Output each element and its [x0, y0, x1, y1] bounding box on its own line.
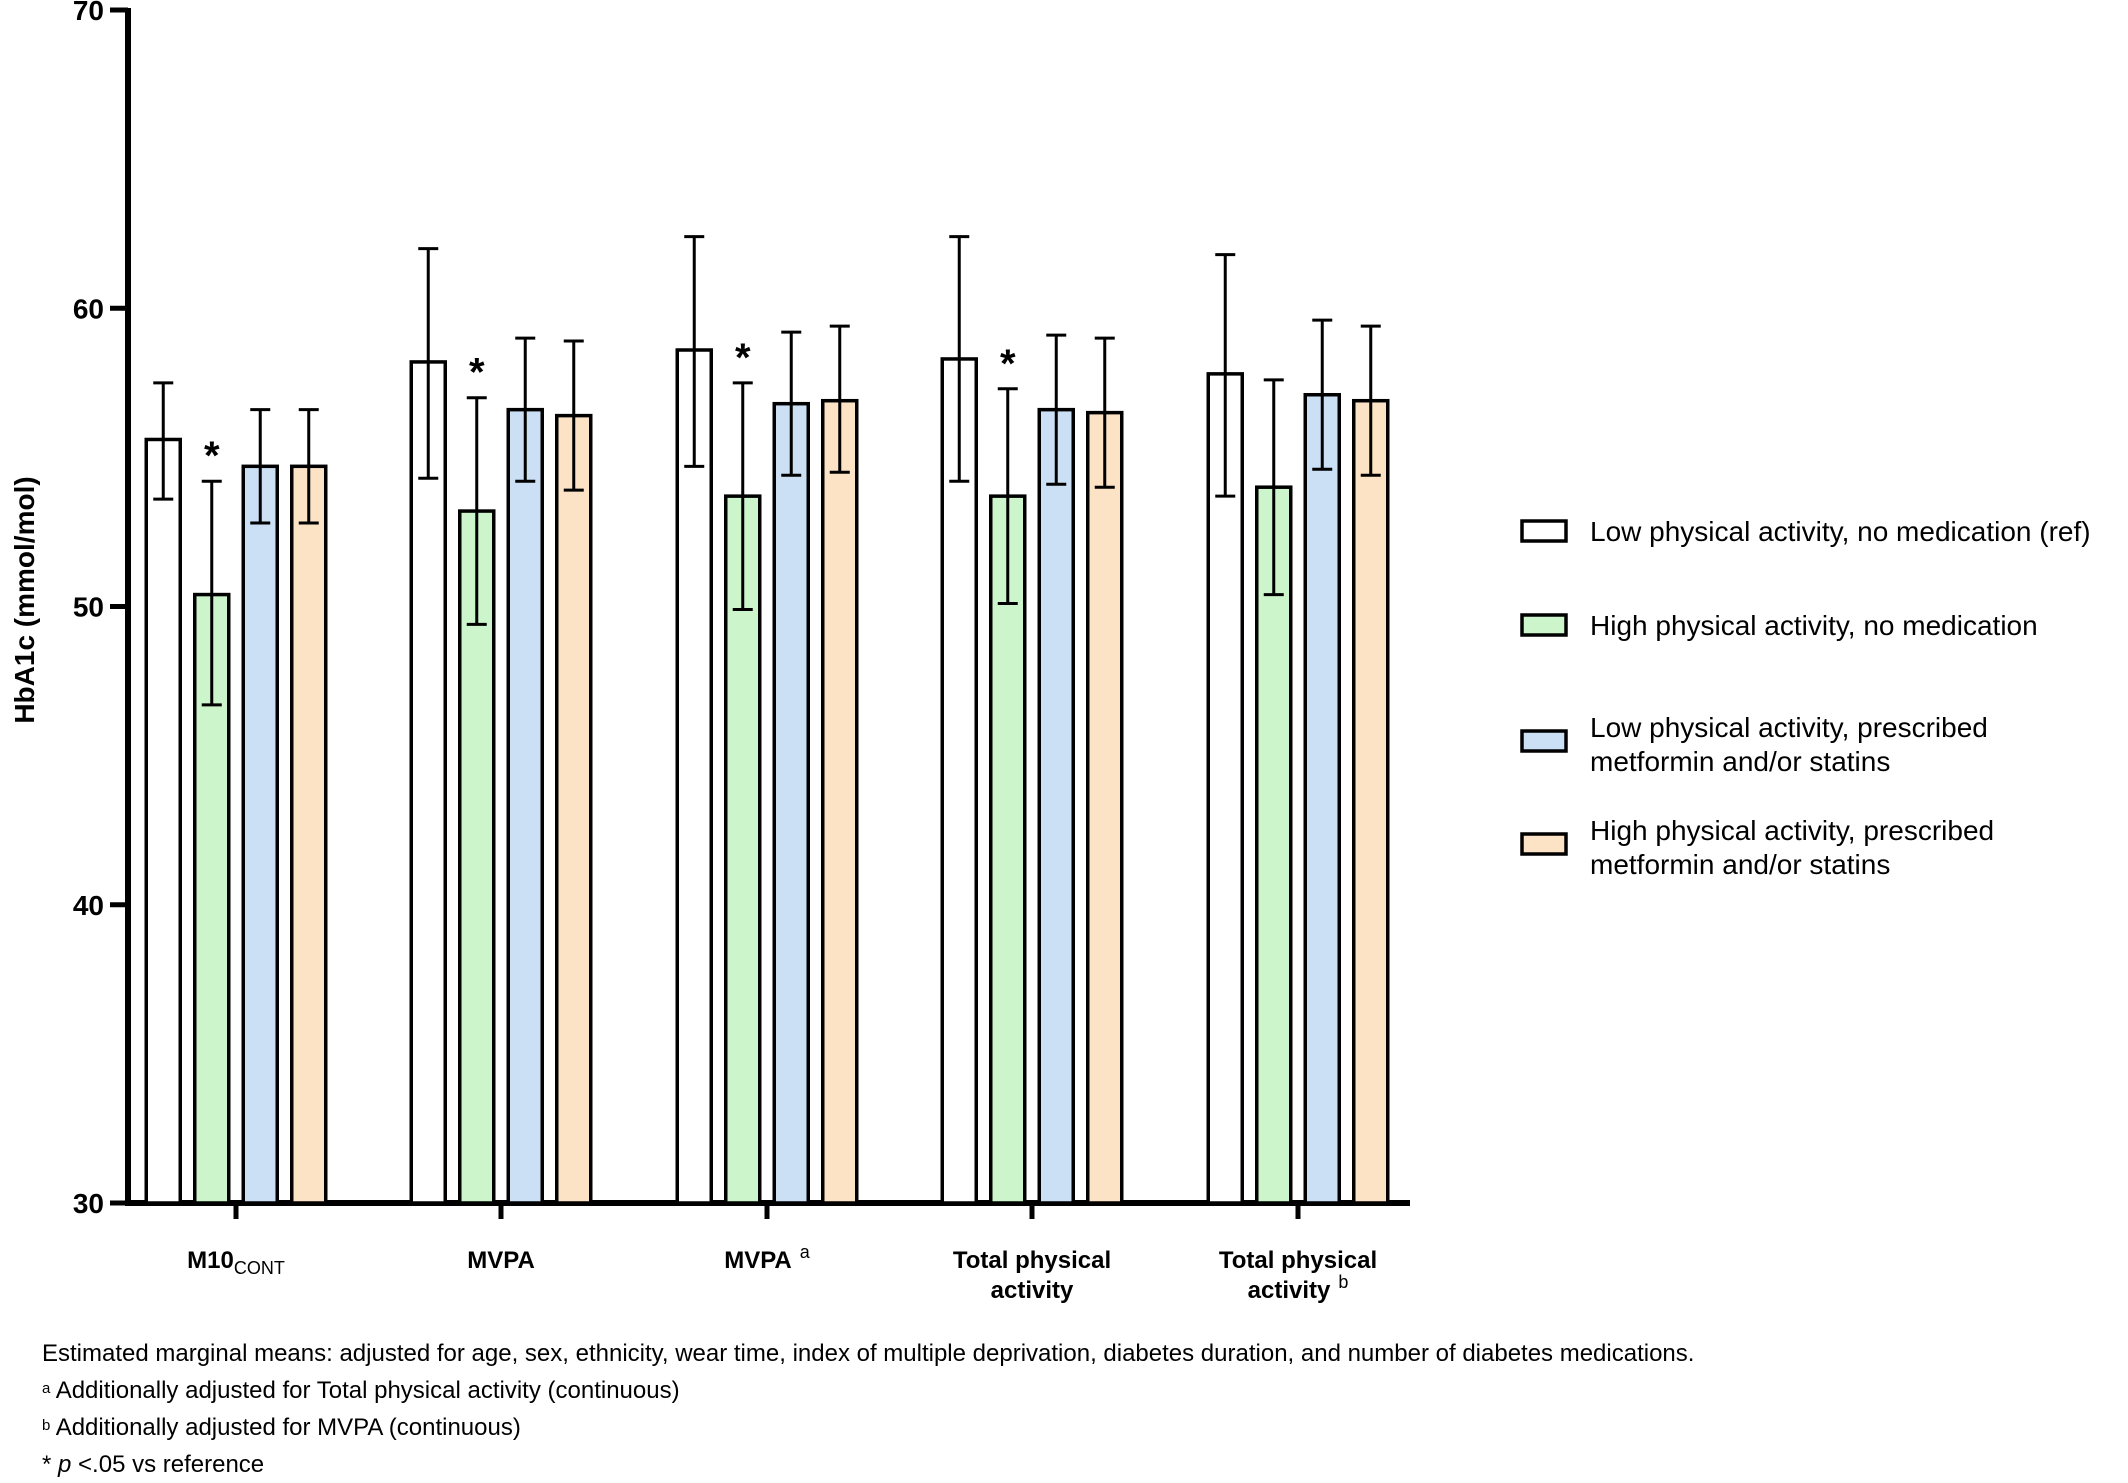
legend-label: High physical activity, prescribed metfor… [1590, 815, 1994, 880]
x-category-label: Total physical activity b [1219, 1247, 1377, 1304]
bar [821, 398, 859, 1205]
bar [1086, 410, 1124, 1205]
bar [458, 509, 496, 1205]
legend-swatch [1520, 832, 1568, 856]
bar [555, 413, 593, 1205]
legend-label: Low physical activity, no medication (re… [1590, 516, 2091, 547]
bar [989, 494, 1027, 1205]
significance-star: * [204, 434, 220, 478]
bar [409, 360, 447, 1205]
y-tick-label: 30 [73, 1188, 104, 1219]
legend-swatch [1520, 613, 1568, 637]
y-tick-label: 50 [73, 592, 104, 623]
y-tick-label: 70 [73, 0, 104, 26]
footnote-significance: * p <.05 vs reference [42, 1451, 265, 1478]
bar [241, 464, 279, 1205]
x-category-label: MVPA a [724, 1242, 811, 1274]
significance-star: * [735, 336, 751, 380]
bar [144, 437, 182, 1205]
bars-layer: * * * * [144, 235, 1390, 1205]
footnote-b: b Additionally adjusted for MVPA (contin… [42, 1414, 521, 1441]
chart: 30 40 50 60 70 M10CONT MVPA MVPA a Total physical… [9, 0, 2091, 1304]
bar [1037, 407, 1075, 1205]
x-category-label: M10CONT [187, 1247, 285, 1278]
significance-star: * [1000, 342, 1016, 386]
footnotes: Estimated marginal means: adjusted for a… [42, 1335, 2042, 1483]
bar [1206, 372, 1244, 1205]
legend-swatch [1520, 519, 1568, 543]
bar [772, 401, 810, 1205]
legend: Low physical activity, no medication (re… [1520, 516, 2091, 880]
legend-label: Low physical activity, prescribed metform… [1590, 712, 1988, 777]
legend-swatch [1520, 729, 1568, 753]
y-tick-label: 40 [73, 890, 104, 921]
footnote-adjustment: Estimated marginal means: adjusted for a… [42, 1340, 1695, 1367]
bar [290, 464, 328, 1205]
footnote-a: a Additionally adjusted for Total physic… [42, 1377, 680, 1404]
x-category-label: Total physical activity [953, 1247, 1111, 1304]
bar [940, 357, 978, 1205]
bar [675, 348, 713, 1205]
bar [506, 407, 544, 1205]
significance-star: * [469, 351, 485, 395]
bar [1352, 398, 1390, 1205]
axes: 30 40 50 60 70 M10CONT MVPA MVPA a Total physical… [73, 0, 1410, 1304]
y-tick-label: 60 [73, 293, 104, 324]
y-axis-label: HbA1c (mmol/mol) [9, 476, 40, 723]
x-category-label: MVPA [467, 1247, 535, 1274]
legend-label: High physical activity, no medication [1590, 610, 2038, 641]
bar [1303, 392, 1341, 1205]
